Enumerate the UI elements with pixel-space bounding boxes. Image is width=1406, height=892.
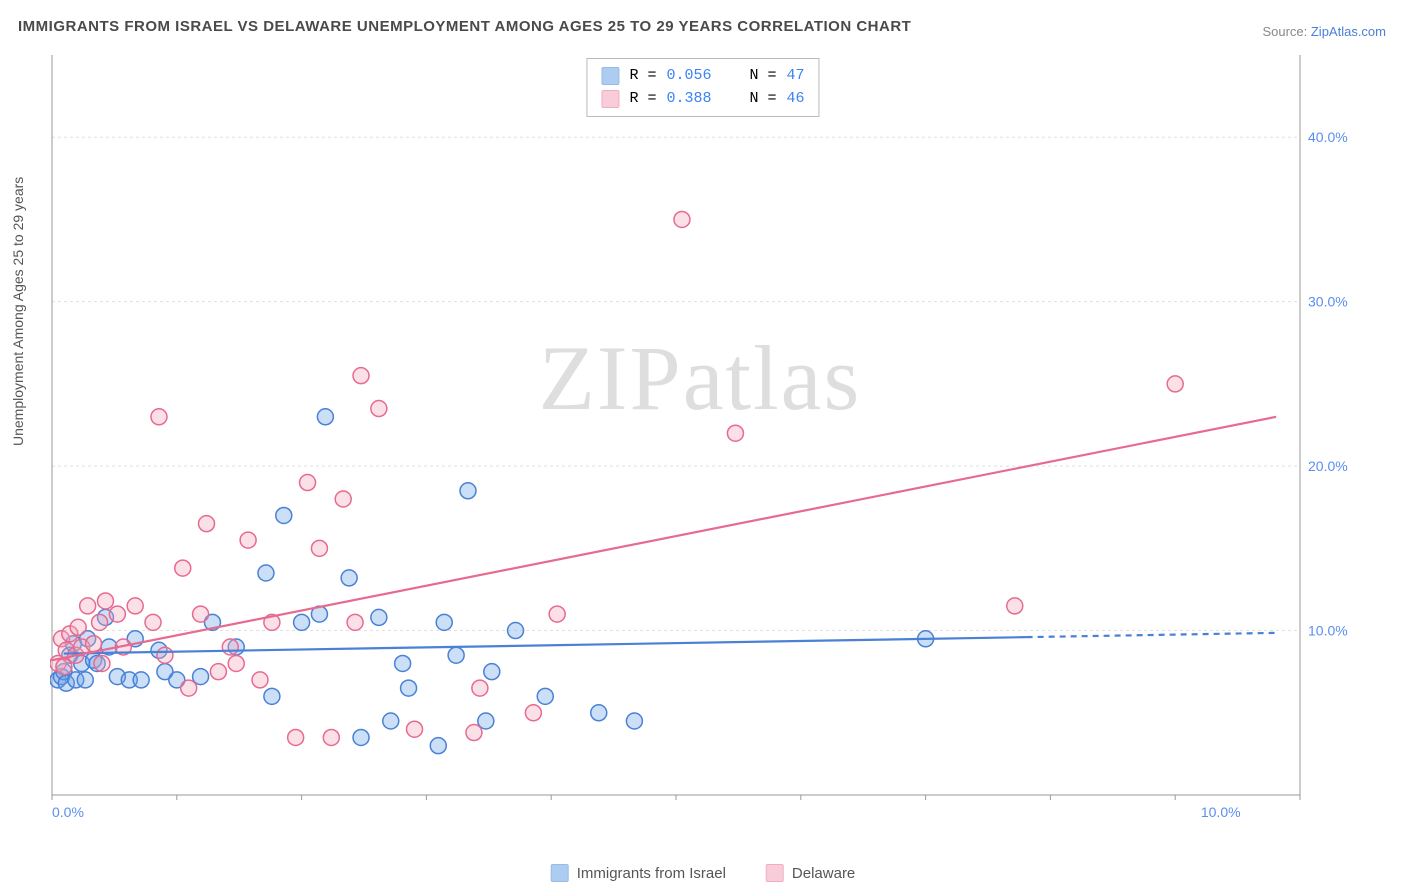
swatch-icon [601, 90, 619, 108]
scatter-plot-svg: 10.0% 20.0% 30.0% 40.0% 0.0% 10.0% [50, 55, 1350, 825]
svg-text:20.0%: 20.0% [1308, 458, 1348, 474]
svg-text:40.0%: 40.0% [1308, 129, 1348, 145]
r-label: R = [629, 88, 656, 111]
swatch-icon [551, 864, 569, 882]
legend-row-series2: R = 0.388 N = 46 [601, 88, 804, 111]
swatch-icon [601, 67, 619, 85]
legend-item-series1: Immigrants from Israel [551, 864, 726, 882]
chart-area: ZIPatlas 10.0%20.0%30.0%40.0%0.0%10.0% [50, 55, 1350, 825]
correlation-legend: R = 0.056 N = 47 R = 0.388 N = 46 [586, 58, 819, 117]
source-attribution: Source: ZipAtlas.com [1262, 24, 1386, 39]
n-value-series1: 47 [787, 65, 805, 88]
source-prefix: Source: [1262, 24, 1310, 39]
legend-item-series2: Delaware [766, 864, 855, 882]
r-value-series1: 0.056 [666, 65, 711, 88]
legend-row-series1: R = 0.056 N = 47 [601, 65, 804, 88]
n-label: N = [750, 88, 777, 111]
series-legend: Immigrants from Israel Delaware [551, 864, 856, 882]
legend-label: Immigrants from Israel [577, 865, 726, 882]
svg-text:30.0%: 30.0% [1308, 294, 1348, 310]
y-axis-label: Unemployment Among Ages 25 to 29 years [10, 177, 26, 446]
svg-text:10.0%: 10.0% [1308, 623, 1348, 639]
n-value-series2: 46 [787, 88, 805, 111]
legend-label: Delaware [792, 865, 855, 882]
svg-text:10.0%: 10.0% [1201, 804, 1241, 820]
n-label: N = [750, 65, 777, 88]
r-value-series2: 0.388 [666, 88, 711, 111]
svg-text:0.0%: 0.0% [52, 804, 84, 820]
r-label: R = [629, 65, 656, 88]
source-link[interactable]: ZipAtlas.com [1311, 24, 1386, 39]
chart-title: IMMIGRANTS FROM ISRAEL VS DELAWARE UNEMP… [18, 18, 911, 35]
swatch-icon [766, 864, 784, 882]
